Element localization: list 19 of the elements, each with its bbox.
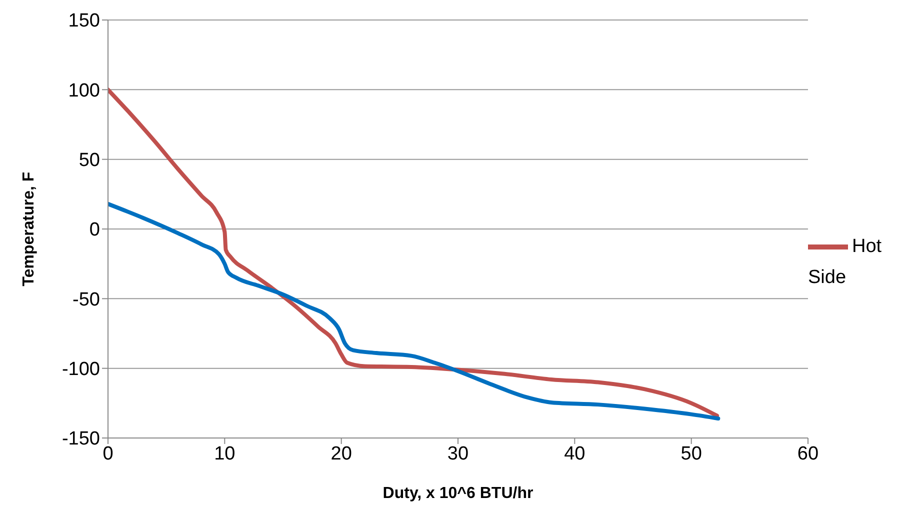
x-tick-label: 20 [330, 443, 352, 464]
x-tick-label: 50 [680, 443, 702, 464]
y-tick-label: -150 [62, 428, 100, 450]
x-tick-label: 0 [102, 443, 114, 464]
y-tick-label: 150 [68, 10, 100, 32]
line-series [108, 88, 719, 418]
x-tick-label: 30 [447, 443, 469, 464]
y-tick-label: 50 [78, 150, 100, 172]
y-tick-label: 100 [68, 80, 100, 102]
x-tick-label: 10 [214, 443, 236, 464]
x-axis-title: Duty, x 10^6 BTU/hr [382, 485, 534, 502]
x-tick-label: 40 [564, 443, 586, 464]
y-tick-label: 0 [89, 220, 100, 241]
y-tick-label: -50 [72, 289, 100, 310]
line-series [108, 202, 720, 420]
y-axis-title: Temperature, F [20, 172, 38, 286]
legend-label: Hot Side [808, 236, 882, 288]
y-tick-label: -100 [62, 359, 100, 380]
x-tick-label: 60 [797, 443, 819, 464]
